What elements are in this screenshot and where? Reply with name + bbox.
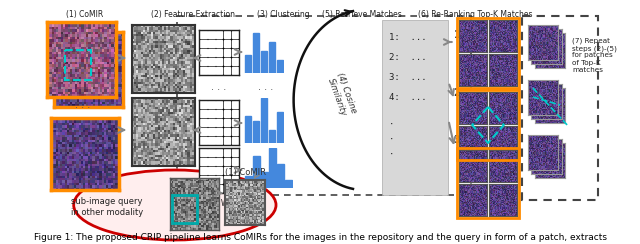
Text: (4) Cosine
Similarity: (4) Cosine Similarity (326, 72, 358, 118)
Text: 4:  ...: 4: ... (388, 93, 426, 102)
Bar (65, 50, 92, 80)
Text: (1) CoMIR: (1) CoMIR (66, 10, 103, 19)
Text: Figure 1: The proposed CRIP pipeline learns CoMIRs for the images in the reposit: Figure 1: The proposed CRIP pipeline lea… (33, 233, 607, 242)
Text: sub-image query
in other modality: sub-image query in other modality (71, 197, 143, 217)
Text: (5) Retrieve Matches: (5) Retrieve Matches (323, 10, 402, 19)
Bar (457, 90, 519, 160)
Text: · · ·: · · · (258, 85, 273, 95)
Text: · · ·: · · · (75, 103, 90, 113)
Text: (7) Repeat
steps (2)-(5)
for patches
of Top-K
matches: (7) Repeat steps (2)-(5) for patches of … (572, 38, 618, 72)
Text: 1:  ...: 1: ... (388, 33, 426, 42)
Bar (172, 195, 197, 223)
Ellipse shape (74, 170, 276, 240)
Text: · · ·: · · · (157, 83, 172, 93)
Text: ·: · (388, 151, 394, 160)
Bar (457, 148, 519, 218)
Text: (6) Re-Ranking Top-K Matches: (6) Re-Ranking Top-K Matches (417, 10, 532, 19)
Text: 2:  ...: 2: ... (388, 53, 426, 62)
Text: · · ·: · · · (211, 85, 227, 95)
Bar (457, 18, 519, 88)
Text: ·: · (388, 121, 394, 130)
Bar (381, 20, 447, 195)
Text: (2) Feature Extraction: (2) Feature Extraction (151, 10, 236, 19)
Text: 3:  ...: 3: ... (388, 73, 426, 82)
Text: 3: 3 (454, 135, 460, 145)
Text: 1: 1 (454, 30, 460, 40)
Text: · · ·: · · · (212, 153, 225, 163)
Text: 2: 2 (454, 88, 460, 98)
Text: (1) CoMIR: (1) CoMIR (225, 169, 266, 177)
Text: Bag of Words: Bag of Words (193, 199, 244, 207)
Text: ·: · (388, 135, 394, 144)
Text: (3) Clustering: (3) Clustering (257, 10, 310, 19)
